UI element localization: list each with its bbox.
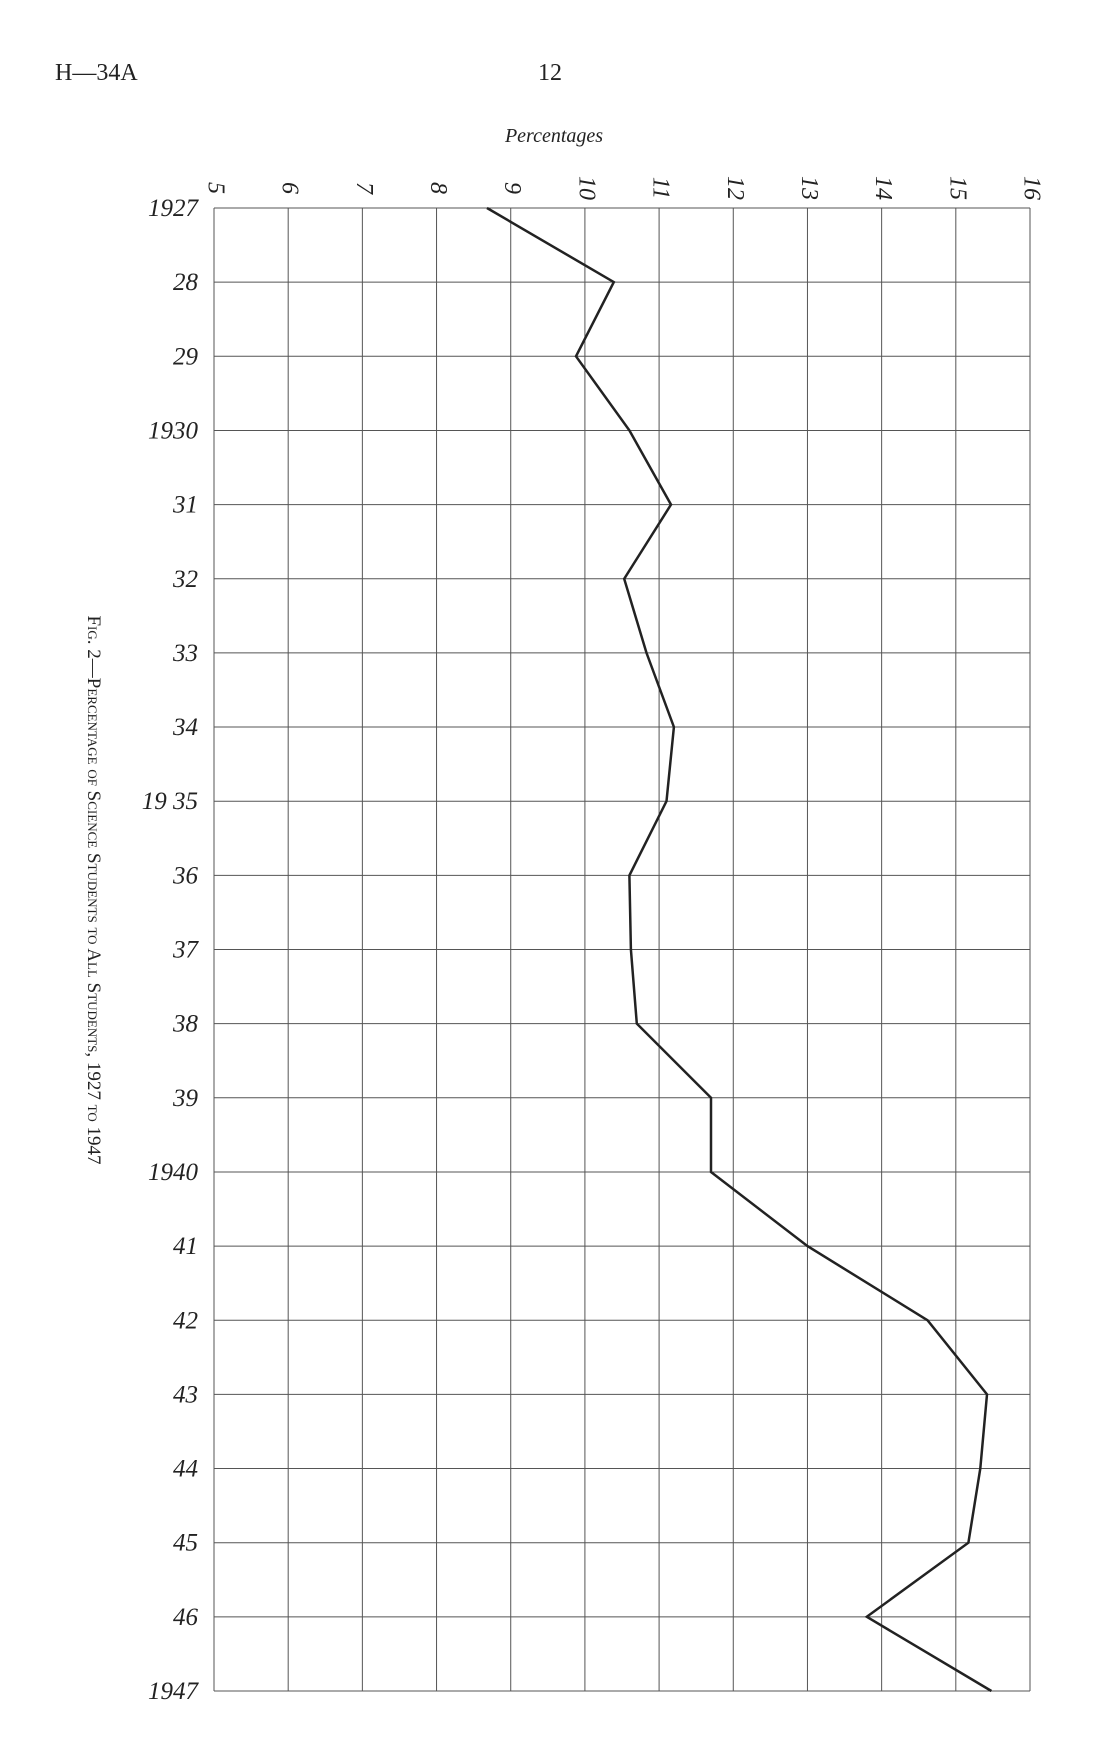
y-tick-label: 34: [172, 714, 198, 741]
y-tick-label: 36: [172, 862, 199, 889]
x-tick-label: 15: [944, 176, 970, 200]
x-tick-label: 8: [425, 182, 451, 194]
x-tick-label: 10: [573, 176, 599, 200]
y-tick-label: 44: [173, 1456, 198, 1483]
y-tick-label: 1927: [148, 195, 200, 222]
y-tick-label: 31: [172, 492, 198, 519]
x-tick-label: 9: [499, 182, 525, 194]
x-tick-label: 12: [722, 176, 748, 200]
chart-title: Fig. 2—Percentage of Science Students to…: [83, 615, 104, 1164]
y-tick-label: 46: [173, 1604, 199, 1631]
y-tick-label: 29: [173, 343, 199, 370]
y-tick-label: 19 35: [142, 788, 198, 815]
y-tick-label: 28: [173, 269, 199, 296]
y-tick-label: 1940: [148, 1159, 199, 1186]
y-tick-label: 38: [172, 1011, 199, 1038]
page-code: H—34A: [55, 60, 138, 86]
y-tick-label: 43: [173, 1381, 198, 1408]
x-tick-label: 11: [648, 177, 674, 199]
x-tick-label: 16: [1018, 176, 1044, 200]
data-line: [486, 206, 993, 1693]
y-tick-label: 45: [173, 1530, 198, 1557]
x-tick-label: 6: [277, 182, 303, 194]
y-tick-label: 41: [173, 1233, 198, 1260]
y-tick-label: 39: [172, 1085, 199, 1112]
page-number: 12: [538, 60, 562, 86]
x-tick-label: 13: [796, 176, 822, 200]
y-tick-label: 42: [173, 1307, 198, 1334]
y-tick-label: 33: [172, 640, 198, 667]
y-tick-label: 32: [172, 566, 198, 593]
y-tick-label: 1947: [148, 1678, 200, 1705]
x-tick-label: 5: [202, 182, 228, 194]
y-tick-label: 1930: [148, 417, 199, 444]
x-tick-label: 7: [351, 182, 377, 195]
x-tick-label: 14: [870, 176, 896, 200]
y-tick-label: 37: [172, 937, 200, 964]
x-axis-label: Percentages: [504, 125, 603, 147]
